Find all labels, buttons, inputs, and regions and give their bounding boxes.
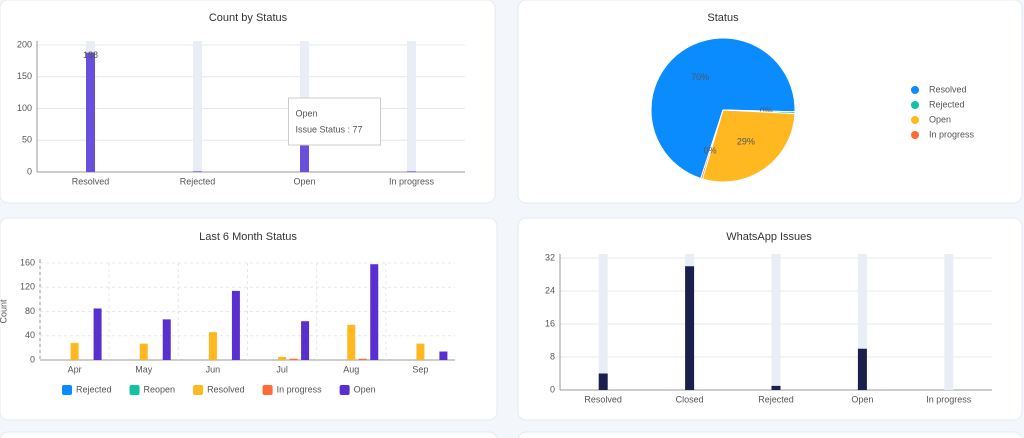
tooltip-title: Open bbox=[296, 108, 318, 118]
legend-swatch bbox=[262, 385, 273, 395]
bar bbox=[193, 171, 202, 172]
bar bbox=[231, 290, 240, 360]
x-tick-label: Sep bbox=[412, 364, 428, 374]
legend-swatch bbox=[129, 385, 140, 395]
bar bbox=[162, 319, 171, 360]
legend-swatch bbox=[911, 131, 919, 139]
legend-swatch bbox=[911, 116, 919, 124]
bar-track bbox=[193, 41, 202, 172]
x-tick-label: Apr bbox=[68, 364, 82, 374]
chart-title: Status bbox=[707, 12, 739, 24]
y-tick-label: 0 bbox=[550, 384, 555, 394]
tooltip-text: Issue Status : 77 bbox=[296, 124, 363, 134]
chart-title: Last 6 Month Status bbox=[199, 231, 297, 243]
y-tick-label: 50 bbox=[22, 135, 32, 145]
bar-track bbox=[857, 254, 867, 390]
bar-track bbox=[598, 254, 608, 390]
bar bbox=[301, 321, 310, 360]
x-tick-label: In progress bbox=[389, 176, 435, 186]
data-label: 188 bbox=[83, 50, 98, 60]
legend-swatch bbox=[193, 385, 204, 395]
y-tick-label: 0 bbox=[30, 354, 35, 364]
x-tick-label: In progress bbox=[926, 394, 972, 404]
y-axis-label: Count bbox=[0, 299, 8, 324]
bar bbox=[358, 358, 367, 360]
bar bbox=[407, 171, 416, 172]
x-tick-label: Jun bbox=[206, 364, 221, 374]
legend-swatch bbox=[911, 86, 919, 94]
legend-label: Open bbox=[929, 114, 951, 124]
bar bbox=[139, 343, 148, 360]
bar bbox=[370, 264, 379, 360]
y-tick-label: 200 bbox=[17, 39, 32, 49]
y-tick-label: 16 bbox=[545, 318, 555, 328]
y-tick-label: 8 bbox=[550, 351, 555, 361]
x-tick-label: Jul bbox=[276, 364, 288, 374]
bar bbox=[771, 385, 781, 390]
y-tick-label: 160 bbox=[20, 257, 35, 267]
bar-track bbox=[407, 41, 416, 172]
y-tick-label: 0 bbox=[27, 166, 32, 176]
bar bbox=[70, 343, 79, 360]
y-tick-label: 24 bbox=[545, 285, 555, 295]
bar bbox=[278, 356, 287, 360]
bar bbox=[300, 123, 309, 172]
card bbox=[517, 431, 1023, 438]
bar bbox=[208, 332, 217, 360]
y-tick-label: 100 bbox=[17, 103, 32, 113]
y-tick-label: 32 bbox=[545, 252, 555, 262]
bar bbox=[416, 343, 425, 360]
bar bbox=[289, 358, 298, 360]
bar bbox=[347, 324, 356, 360]
pie-slice bbox=[650, 37, 796, 180]
legend-swatch bbox=[339, 385, 350, 395]
chart-title: Count by Status bbox=[209, 12, 288, 24]
bar bbox=[439, 351, 448, 360]
data-label: 0% bbox=[760, 106, 773, 116]
legend-swatch bbox=[62, 385, 72, 395]
bar bbox=[93, 308, 102, 360]
card bbox=[517, 217, 1023, 421]
x-tick-label: Resolved bbox=[72, 176, 110, 186]
data-label: 29% bbox=[737, 137, 755, 147]
tooltip bbox=[288, 97, 381, 146]
legend-label: Open bbox=[354, 384, 376, 394]
bar bbox=[857, 348, 867, 390]
legend-label: Rejected bbox=[929, 99, 965, 109]
pie-slice bbox=[700, 109, 724, 180]
chart-title: WhatsApp Issues bbox=[726, 231, 812, 243]
data-label: 0% bbox=[704, 146, 717, 156]
y-tick-label: 120 bbox=[20, 282, 35, 292]
bar-track bbox=[944, 254, 954, 390]
bar-track bbox=[771, 254, 781, 390]
x-tick-label: Rejected bbox=[758, 394, 794, 404]
card bbox=[0, 0, 496, 204]
x-tick-label: Open bbox=[293, 176, 315, 186]
x-tick-label: Open bbox=[851, 394, 873, 404]
x-tick-label: Closed bbox=[676, 394, 704, 404]
legend-label: Resolved bbox=[929, 84, 967, 94]
legend-label: In progress bbox=[277, 384, 323, 394]
x-tick-label: Rejected bbox=[180, 176, 216, 186]
y-tick-label: 150 bbox=[17, 71, 32, 81]
legend-label: In progress bbox=[929, 129, 975, 139]
legend-label: Rejected bbox=[76, 384, 112, 394]
legend-swatch bbox=[911, 101, 919, 109]
bar bbox=[685, 266, 695, 390]
legend-label: Resolved bbox=[207, 384, 245, 394]
bar bbox=[598, 373, 608, 390]
data-label: 70% bbox=[691, 72, 709, 82]
y-tick-label: 80 bbox=[25, 306, 35, 316]
x-tick-label: Aug bbox=[343, 364, 359, 374]
x-tick-label: May bbox=[135, 364, 153, 374]
legend-label: Reopen bbox=[144, 384, 176, 394]
bar bbox=[86, 52, 95, 173]
card bbox=[0, 217, 498, 421]
x-tick-label: Resolved bbox=[584, 394, 622, 404]
card bbox=[0, 431, 498, 438]
y-tick-label: 40 bbox=[25, 330, 35, 340]
pie-slice bbox=[701, 109, 796, 183]
